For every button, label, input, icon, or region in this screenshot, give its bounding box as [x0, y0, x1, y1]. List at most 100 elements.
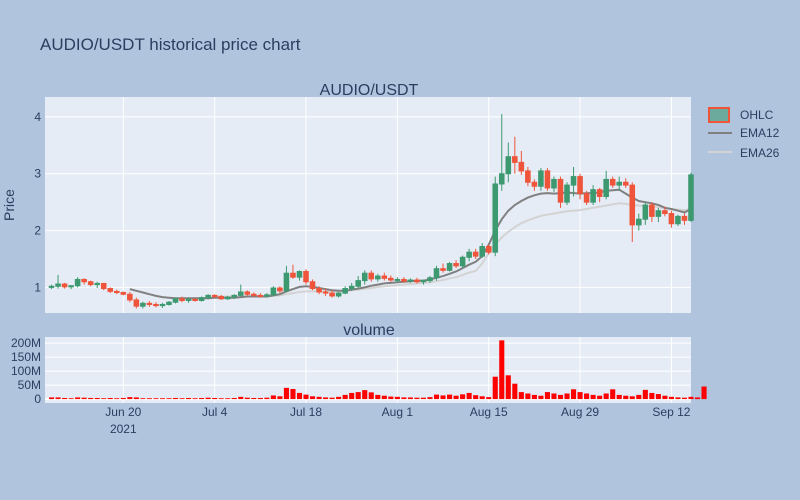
candle: [381, 272, 388, 281]
volume-bar: [414, 397, 420, 400]
volume-bar: [420, 397, 427, 400]
candle-body: [113, 290, 120, 294]
volume-bar: [460, 394, 466, 400]
legend-item-ohlc[interactable]: OHLC: [708, 107, 774, 123]
volume-bar: [186, 397, 192, 400]
price-subplot-title: AUDIO/USDT: [320, 82, 419, 99]
volume-bar: [349, 392, 355, 400]
candle-body: [264, 294, 270, 297]
volume-bar: [368, 392, 374, 400]
candle-body: [485, 245, 492, 253]
x-tick-label: Jul 4: [202, 405, 228, 419]
volume-bar: [518, 392, 524, 400]
volume-bar: [68, 398, 74, 400]
candle-body: [551, 178, 557, 189]
volume-bar: [440, 395, 446, 400]
volume-bar: [512, 383, 518, 400]
volume-bar: [205, 397, 211, 400]
legend-item-ema12[interactable]: EMA12: [708, 126, 780, 140]
candle-body: [94, 282, 100, 286]
candle-body: [662, 210, 668, 215]
candle: [590, 185, 596, 205]
candle: [616, 176, 623, 191]
volume-grid: [45, 337, 691, 403]
ema26-line: [214, 202, 692, 298]
x-tick-label: Aug 1: [382, 405, 414, 419]
candle: [309, 279, 316, 291]
candle: [277, 286, 283, 294]
volume-bar: [584, 393, 590, 400]
candle-body: [244, 291, 251, 295]
volume-bar: [531, 394, 537, 400]
candle-body: [505, 156, 512, 175]
candle-body: [159, 303, 166, 307]
candle: [388, 275, 394, 282]
candle-body: [179, 298, 185, 301]
candle: [198, 296, 205, 302]
candle: [538, 168, 544, 191]
candle: [251, 292, 257, 298]
candle: [166, 301, 172, 306]
candle-body: [100, 282, 107, 290]
x-tick-label: Aug 15: [470, 405, 508, 419]
candle-body: [146, 302, 153, 305]
candle-body: [590, 189, 596, 203]
candle: [505, 142, 512, 183]
candle: [48, 284, 55, 290]
volume-bar: [316, 396, 322, 400]
volume-plot-area: [45, 337, 691, 403]
candle: [472, 248, 479, 259]
volume-bar: [642, 389, 648, 400]
candle-body: [140, 302, 146, 307]
volume-bar: [505, 375, 511, 400]
candle-body: [355, 280, 361, 287]
volume-bar: [212, 397, 218, 400]
candle: [211, 294, 218, 299]
candle: [74, 277, 81, 288]
candle-body: [61, 283, 68, 288]
volume-bar: [166, 398, 172, 400]
candle-body: [381, 275, 388, 279]
candle: [518, 151, 525, 175]
volume-bar: [447, 394, 453, 400]
volume-bar: [296, 392, 303, 400]
volume-bar: [146, 398, 152, 400]
volume-bar: [355, 392, 361, 400]
x-axis-ticks: Jun 20 2021 Jul 4 Jul 18 Aug 1 Aug 15 Aug 29 Se…: [105, 405, 690, 436]
candle: [420, 279, 427, 285]
candle-body: [531, 181, 538, 187]
candle: [622, 178, 629, 188]
candle: [525, 166, 531, 187]
candle: [264, 293, 270, 298]
x-tick-label: Jun 20: [105, 405, 141, 419]
candle: [296, 270, 303, 281]
candle: [361, 270, 368, 285]
candle: [55, 274, 61, 289]
candle: [688, 172, 694, 223]
candle: [544, 168, 551, 191]
candle: [446, 261, 453, 272]
candle-body: [616, 181, 623, 186]
candle-body: [642, 204, 649, 220]
volume-bar: [629, 396, 635, 400]
volume-bar-series: [48, 340, 707, 400]
candle-body: [133, 299, 140, 307]
candle-body: [270, 287, 277, 296]
candle: [498, 114, 505, 191]
candle: [107, 287, 114, 294]
volume-bar: [329, 397, 335, 400]
volume-bar: [466, 392, 472, 400]
volume-bar: [486, 397, 492, 400]
volume-bar: [199, 397, 205, 400]
candle-body: [440, 268, 446, 271]
volume-bar: [101, 398, 107, 400]
volume-bar: [655, 394, 661, 400]
legend-item-ema26[interactable]: EMA26: [708, 146, 780, 160]
candle-body: [277, 287, 283, 292]
candle-body: [446, 263, 453, 271]
legend[interactable]: OHLC EMA12 EMA26: [708, 107, 780, 160]
candle-body: [322, 291, 329, 294]
candle-body: [172, 298, 179, 303]
volume-bar: [388, 396, 394, 400]
